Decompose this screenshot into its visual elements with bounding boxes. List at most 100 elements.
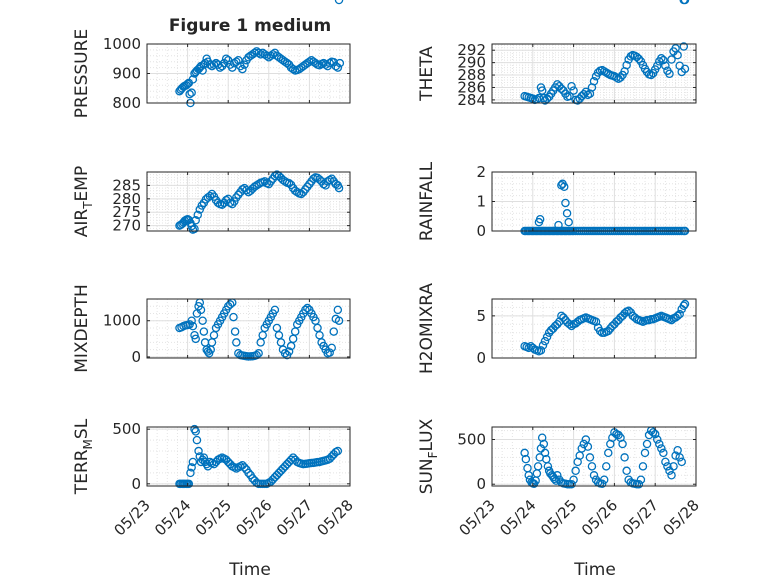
data-point <box>667 55 676 64</box>
data-point <box>553 471 562 480</box>
y-tick-label: 285 <box>112 176 141 194</box>
data-point <box>182 81 191 90</box>
data-point <box>554 220 563 230</box>
data-point <box>524 343 533 353</box>
data-point <box>540 336 550 346</box>
data-point <box>618 439 627 449</box>
data-point <box>225 198 235 208</box>
data-point <box>565 320 574 329</box>
series-markers <box>175 298 344 361</box>
y-axis-label: AIRTEMP <box>72 166 95 237</box>
y-tick-label: 800 <box>112 94 141 112</box>
data-point <box>540 448 550 458</box>
data-point <box>205 191 215 201</box>
x-axis-label-left: Time <box>228 560 271 580</box>
data-point <box>240 463 249 472</box>
data-point <box>188 75 198 84</box>
y-axis-label: MIXDEPTH <box>72 284 92 373</box>
data-point <box>585 453 595 462</box>
data-point <box>213 198 223 208</box>
data-point <box>673 50 682 60</box>
data-point <box>254 48 263 58</box>
data-point <box>199 327 209 336</box>
data-point <box>680 299 690 309</box>
data-point <box>569 86 578 95</box>
axes-box <box>491 298 697 359</box>
data-point <box>270 305 280 315</box>
data-point <box>325 348 334 357</box>
y-tick-label: 275 <box>112 203 141 221</box>
data-point <box>642 439 652 449</box>
data-point <box>250 48 259 58</box>
data-point <box>334 0 344 5</box>
data-point <box>230 327 240 336</box>
data-point <box>595 326 605 336</box>
data-point <box>196 305 206 315</box>
axes-box <box>146 426 351 487</box>
y-tick-label: 284 <box>457 91 486 109</box>
data-point <box>280 349 290 358</box>
data-point <box>604 326 613 336</box>
data-point <box>622 60 631 70</box>
data-point <box>636 475 646 484</box>
data-point <box>634 54 644 64</box>
data-point <box>564 217 573 227</box>
data-point <box>254 349 263 358</box>
data-point <box>571 466 580 476</box>
data-point <box>638 462 648 471</box>
data-point <box>229 312 238 322</box>
data-point <box>634 479 644 489</box>
data-point <box>616 73 625 82</box>
data-point <box>190 224 199 234</box>
axes-box <box>146 171 351 232</box>
data-point <box>583 90 593 100</box>
y-tick-label: 0 <box>476 475 486 493</box>
data-point <box>604 448 613 458</box>
y-axis-label: H2OMIXRA <box>417 283 437 374</box>
data-point <box>680 0 690 5</box>
data-point <box>679 42 689 51</box>
data-point <box>280 177 290 186</box>
data-point <box>599 475 609 484</box>
data-point <box>659 448 668 458</box>
data-point <box>205 60 215 69</box>
data-point <box>196 457 206 467</box>
data-point <box>533 462 543 471</box>
data-point <box>303 303 312 313</box>
data-point <box>256 50 265 59</box>
data-point <box>589 77 599 86</box>
y-tick-label: 288 <box>457 66 486 84</box>
series-markers <box>175 47 345 108</box>
data-point <box>675 453 684 462</box>
data-point <box>650 429 660 439</box>
y-tick-label: 2 <box>476 163 486 181</box>
data-point <box>679 301 689 310</box>
data-point <box>192 435 202 445</box>
data-point <box>661 61 670 70</box>
data-point <box>543 462 553 471</box>
data-point <box>553 320 562 329</box>
data-point <box>624 306 633 316</box>
data-point <box>188 457 198 467</box>
data-point <box>187 463 196 472</box>
data-point <box>583 442 593 451</box>
data-point <box>288 64 298 74</box>
data-point <box>669 462 678 471</box>
data-point <box>626 52 635 61</box>
data-point <box>234 55 243 65</box>
data-point <box>240 60 249 69</box>
data-point <box>557 84 566 93</box>
data-point <box>311 58 320 68</box>
subplot-rainfall: 0 1 2 RAINFALL <box>417 161 697 241</box>
data-point <box>655 439 664 449</box>
y-tick-label: 1000 <box>103 312 141 330</box>
y-tick-label: 290 <box>457 54 486 72</box>
data-point <box>648 428 658 437</box>
data-point <box>195 205 205 214</box>
data-point <box>186 468 195 478</box>
data-point <box>327 343 336 353</box>
y-tick-label: 5 <box>476 307 486 325</box>
x-axis-label-right: Time <box>573 560 616 580</box>
